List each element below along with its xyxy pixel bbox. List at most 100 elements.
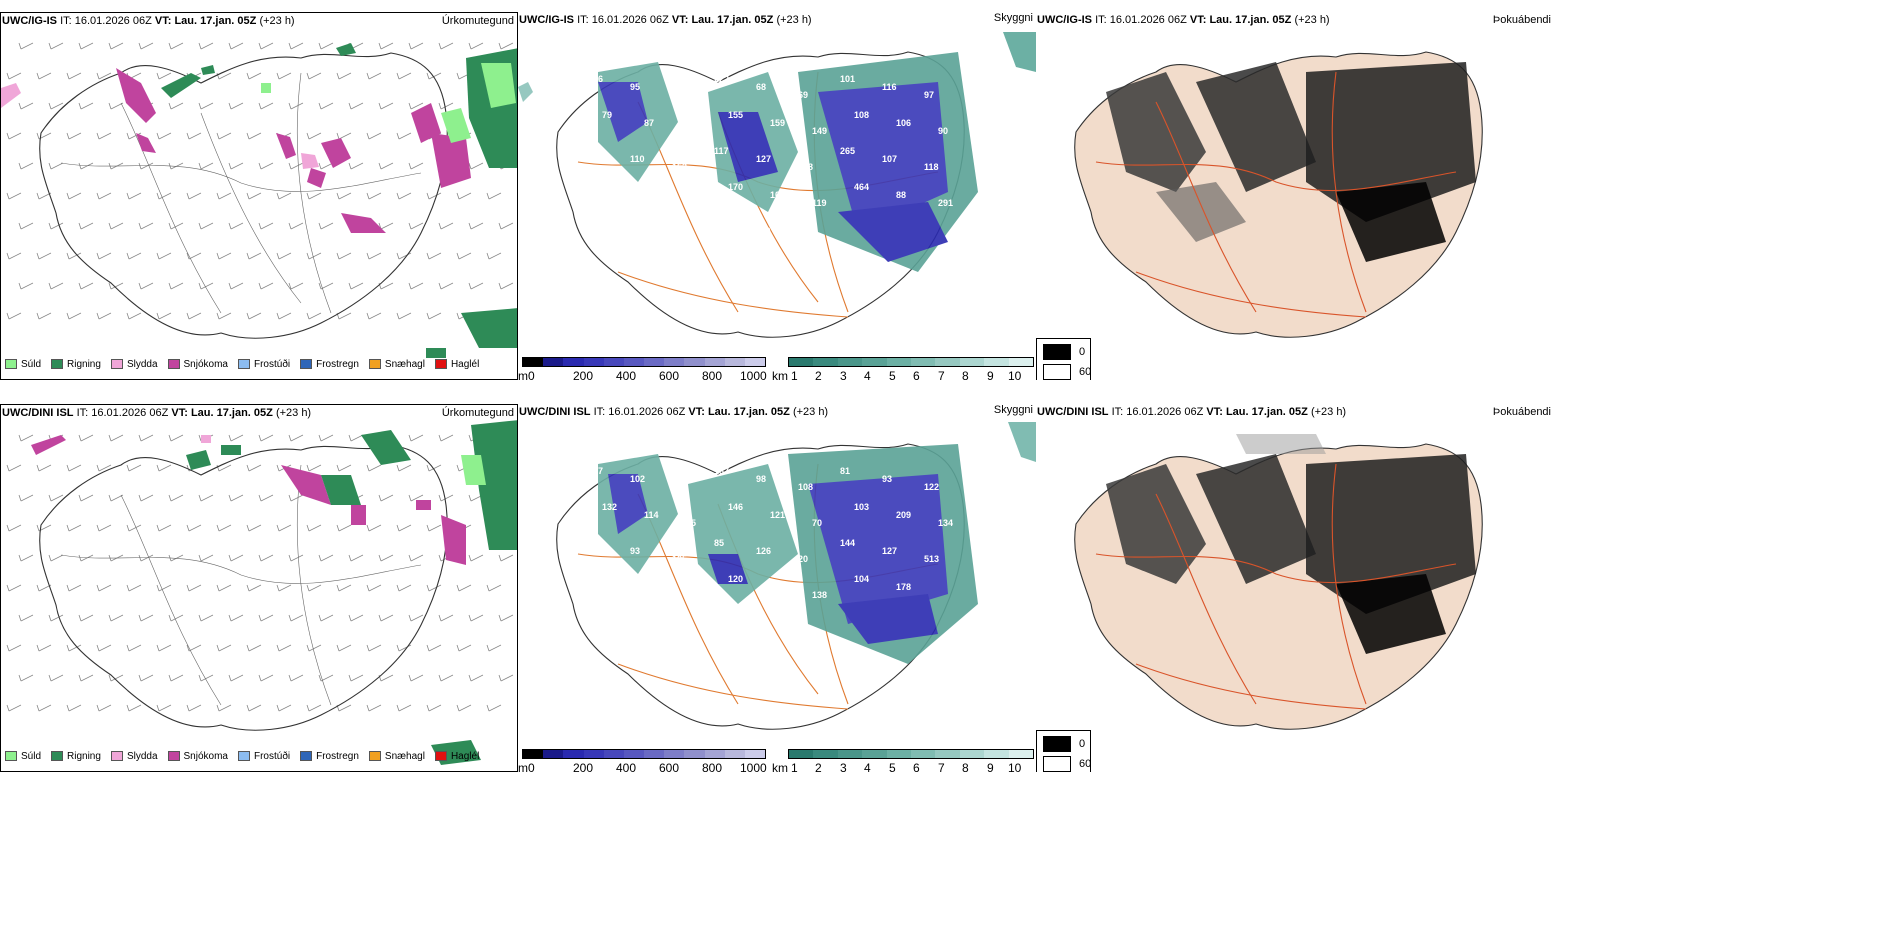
wind-barb	[336, 72, 352, 80]
wind-barb	[168, 282, 184, 290]
wind-barb	[66, 132, 82, 140]
wind-barb	[108, 222, 124, 230]
wind-barb	[78, 434, 94, 442]
wind-barb	[66, 72, 82, 80]
wind-barb	[66, 464, 82, 472]
wind-barb	[198, 102, 214, 110]
tick-label: 9	[987, 369, 994, 380]
ceiling-value-label: 120	[728, 574, 743, 584]
wind-barb	[306, 464, 322, 472]
wind-barb	[78, 282, 94, 290]
tick-label: 4	[864, 369, 871, 380]
wind-barb	[108, 494, 124, 502]
precip-type-map-1	[1, 42, 517, 358]
ceiling-value-label: 146	[728, 502, 743, 512]
wind-barb	[96, 584, 112, 592]
wind-barb	[246, 644, 262, 652]
ceiling-value-label: 123	[644, 190, 659, 200]
wind-barb	[288, 554, 304, 562]
legend-item: Snjókoma	[167, 359, 228, 370]
wind-barb	[408, 434, 424, 442]
ceiling-value-label: 126	[756, 546, 771, 556]
wind-barb	[36, 644, 52, 652]
panel-title: Þokuábendi	[1492, 14, 1551, 26]
ceiling-value-label: 85	[714, 538, 724, 548]
ceiling-value-label: 81	[840, 466, 850, 476]
tick-label: 4	[864, 761, 871, 772]
wind-barb	[378, 614, 394, 622]
wind-barb	[66, 584, 82, 592]
wind-barb	[318, 102, 334, 110]
wind-barb	[96, 524, 112, 532]
wind-barb	[156, 524, 172, 532]
colorbar-segment	[603, 750, 624, 758]
wind-barb	[306, 252, 322, 260]
fog-map-2	[1074, 434, 1483, 730]
wind-barb	[366, 644, 382, 652]
wind-barb	[366, 192, 382, 200]
legend-swatch	[1043, 736, 1071, 752]
tick-label: 1	[791, 761, 798, 772]
wind-barb	[396, 584, 412, 592]
precip-legend: Súld Rigning Slydda Snjókoma Frostúði Fr…	[5, 355, 479, 373]
ceiling-value-label: 118	[924, 162, 939, 172]
wind-barb	[408, 162, 424, 170]
wind-barb	[156, 704, 172, 712]
wind-barb	[186, 312, 202, 320]
colorbar-segment	[704, 750, 725, 758]
colorbar-segment	[911, 750, 936, 758]
wind-barb	[276, 72, 292, 80]
wind-barb	[126, 524, 142, 532]
wind-barb	[198, 222, 214, 230]
wind-barb	[276, 644, 292, 652]
legend-item: Frostregn	[300, 751, 359, 762]
tick-label: 7	[938, 369, 945, 380]
fog-map-1	[1074, 51, 1483, 338]
wind-barb	[288, 282, 304, 290]
wind-barb	[288, 494, 304, 502]
wind-barb	[6, 312, 22, 320]
ceiling-value-label: 155	[728, 110, 743, 120]
wind-barb	[108, 102, 124, 110]
wind-barb	[168, 494, 184, 502]
wind-barb	[126, 132, 142, 140]
colorbar-segment	[523, 358, 544, 366]
wind-barb	[6, 132, 22, 140]
wind-barb	[228, 614, 244, 622]
wind-barb	[306, 312, 322, 320]
fog-panel-1: UWC/IG-IS IT: 16.01.2026 06Z VT: Lau. 17…	[1036, 12, 1900, 380]
roads	[60, 72, 422, 314]
ceiling-value-label: 146	[672, 482, 687, 492]
wind-barb	[318, 282, 334, 290]
wind-barb	[336, 524, 352, 532]
legend-swatch	[51, 359, 64, 369]
colorbar-segment	[623, 358, 645, 366]
wind-barb	[198, 554, 214, 562]
wind-barb	[288, 102, 304, 110]
ceiling-value-label: 95	[630, 82, 640, 92]
wind-barb	[426, 644, 442, 652]
wind-barb	[66, 312, 82, 320]
wind-barb	[108, 42, 124, 50]
wind-barb	[396, 704, 412, 712]
wind-barb	[408, 674, 424, 682]
wind-barb	[246, 464, 262, 472]
wind-barb	[396, 312, 412, 320]
wind-barb	[156, 644, 172, 652]
precip-areas	[31, 420, 517, 765]
wind-barb	[348, 102, 364, 110]
wind-barb	[486, 644, 502, 652]
fog-legend-row: 0	[1043, 736, 1085, 752]
colorbar-segment	[664, 358, 685, 366]
legend-item: Súld	[5, 751, 41, 762]
precip-type-map-2	[6, 420, 517, 765]
legend-swatch	[368, 751, 381, 761]
wind-barb	[336, 132, 352, 140]
wind-barb	[306, 644, 322, 652]
ceiling-value-label: 149	[812, 126, 827, 136]
ceiling-value-label: 114	[644, 510, 659, 520]
wind-barb	[486, 584, 502, 592]
wind-barb	[48, 162, 64, 170]
wind-barb	[108, 674, 124, 682]
wind-barb	[6, 584, 22, 592]
